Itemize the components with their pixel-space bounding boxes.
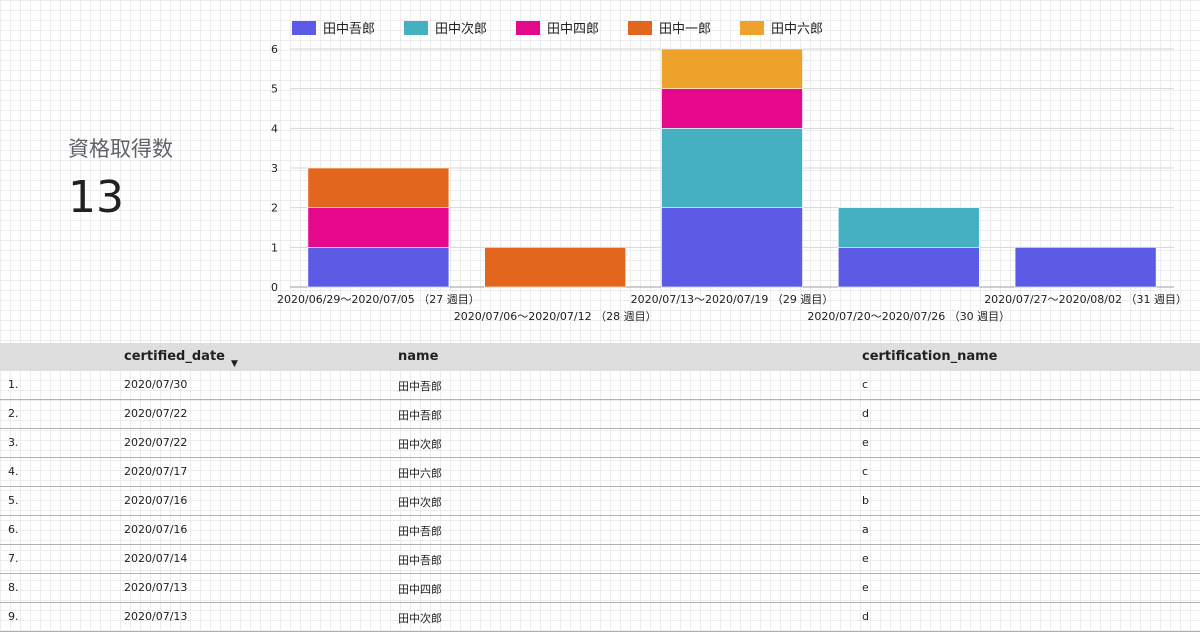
legend-label: 田中六郎: [771, 22, 823, 37]
y-tick-label: 4: [271, 122, 278, 135]
y-tick-label: 6: [271, 43, 278, 56]
sort-desc-icon[interactable]: ▼: [230, 359, 238, 369]
table-row[interactable]: 6. 2020/07/16 田中吾郎 a: [0, 516, 1200, 545]
stacked-bar-chart: 田中吾郎 田中次郎 田中四郎 田中一郎 田中六郎 0 1 2 3 4 5 6 2020/06/29〜…: [271, 21, 1187, 323]
cell-certified-date: 2020/07/13: [124, 581, 188, 594]
cell-certification-name: c: [862, 465, 869, 478]
cell-certified-date: 2020/07/17: [124, 465, 188, 478]
cell-certified-date: 2020/07/14: [124, 552, 188, 565]
legend-swatch: [628, 21, 652, 35]
y-tick-label: 0: [271, 281, 278, 294]
table-row[interactable]: 4. 2020/07/17 田中六郎 c: [0, 458, 1200, 487]
table-row[interactable]: 7. 2020/07/14 田中吾郎 e: [0, 545, 1200, 574]
x-tick-label: 2020/06/29〜2020/07/05 （27 週目）: [277, 293, 480, 306]
bar-segment[interactable]: [661, 207, 803, 288]
legend-label: 田中次郎: [435, 21, 487, 37]
bar-segment[interactable]: [661, 88, 803, 129]
cell-certified-date: 2020/07/16: [124, 523, 188, 536]
row-index: 2.: [8, 407, 19, 420]
legend-swatch: [740, 21, 764, 35]
y-tick-label: 2: [271, 202, 278, 215]
cell-name: 田中次郎: [398, 438, 442, 451]
bar-segment[interactable]: [307, 167, 450, 208]
scorecard-value: 13: [68, 172, 124, 223]
table-row[interactable]: 2. 2020/07/22 田中吾郎 d: [0, 400, 1200, 429]
table-row[interactable]: 3. 2020/07/22 田中次郎 e: [0, 429, 1200, 458]
column-header-name[interactable]: name: [398, 349, 439, 364]
bar-segment[interactable]: [661, 48, 803, 89]
y-tick-label: 1: [271, 241, 278, 254]
x-tick-label: 2020/07/13〜2020/07/19 （29 週目）: [631, 293, 834, 306]
legend-swatch: [516, 21, 540, 35]
x-tick-label: 2020/07/27〜2020/08/02 （31 週目）: [984, 293, 1187, 306]
bar-segment[interactable]: [307, 207, 450, 248]
y-tick-label: 3: [271, 162, 278, 175]
row-index: 3.: [8, 436, 19, 449]
cell-certified-date: 2020/07/13: [124, 610, 188, 623]
chart-y-axis: 0 1 2 3 4 5 6: [271, 43, 278, 294]
cell-name: 田中六郎: [398, 467, 442, 480]
bar-segment[interactable]: [661, 128, 803, 208]
table-header: certified_date ▼ name certification_name: [0, 343, 1200, 371]
cell-certified-date: 2020/07/22: [124, 407, 188, 420]
column-header-certification-name[interactable]: certification_name: [862, 349, 998, 364]
legend-swatch: [404, 21, 428, 35]
bar-segment[interactable]: [837, 207, 980, 248]
cell-name: 田中吾郎: [398, 554, 442, 567]
scorecard: 資格取得数 13: [68, 132, 268, 226]
legend-label: 田中一郎: [659, 22, 711, 37]
data-table: certified_date ▼ name certification_name …: [0, 343, 1200, 632]
legend-label: 田中吾郎: [323, 22, 375, 37]
cell-certification-name: e: [862, 581, 869, 594]
cell-name: 田中四郎: [398, 583, 442, 596]
cell-certification-name: e: [862, 552, 869, 565]
cell-certification-name: a: [862, 523, 869, 536]
cell-certified-date: 2020/07/30: [124, 378, 188, 391]
table-row[interactable]: 8. 2020/07/13 田中四郎 e: [0, 574, 1200, 603]
cell-name: 田中吾郎: [398, 525, 442, 538]
cell-name: 田中吾郎: [398, 380, 442, 393]
row-index: 6.: [8, 523, 19, 536]
cell-certified-date: 2020/07/16: [124, 494, 188, 507]
y-tick-label: 5: [271, 83, 278, 96]
row-index: 5.: [8, 494, 19, 507]
table-row[interactable]: 1. 2020/07/30 田中吾郎 c: [0, 371, 1200, 400]
table-row[interactable]: 9. 2020/07/13 田中次郎 d: [0, 603, 1200, 632]
cell-certification-name: c: [862, 378, 869, 391]
bar-segment[interactable]: [484, 247, 627, 288]
column-header-certified-date[interactable]: certified_date ▼: [124, 349, 238, 369]
column-header-label: certified_date: [124, 349, 225, 364]
x-tick-label: 2020/07/20〜2020/07/26 （30 週目）: [807, 310, 1010, 323]
cell-certification-name: d: [862, 407, 869, 420]
cell-name: 田中次郎: [398, 496, 442, 509]
cell-certified-date: 2020/07/22: [124, 436, 188, 449]
table-row[interactable]: 5. 2020/07/16 田中次郎 b: [0, 487, 1200, 516]
row-index: 8.: [8, 581, 19, 594]
cell-name: 田中吾郎: [398, 409, 442, 422]
cell-certification-name: d: [862, 610, 869, 623]
chart-x-axis: 2020/06/29〜2020/07/05 （27 週目） 2020/07/06〜…: [277, 293, 1187, 323]
legend-label: 田中四郎: [547, 22, 599, 37]
scorecard-label: 資格取得数: [68, 137, 173, 161]
bar-segment[interactable]: [837, 247, 980, 288]
bar-segment[interactable]: [1014, 247, 1157, 288]
table-body: 1. 2020/07/30 田中吾郎 c 2. 2020/07/22 田中吾郎 d 3. 2020…: [0, 371, 1200, 632]
bar-segment[interactable]: [307, 247, 450, 288]
row-index: 4.: [8, 465, 19, 478]
cell-name: 田中次郎: [398, 612, 442, 625]
cell-certification-name: b: [862, 494, 869, 507]
row-index: 7.: [8, 552, 19, 565]
chart-bars: [307, 48, 1157, 288]
legend-swatch: [292, 21, 316, 35]
chart-legend: 田中吾郎 田中次郎 田中四郎 田中一郎 田中六郎: [292, 21, 823, 37]
row-index: 9.: [8, 610, 19, 623]
x-tick-label: 2020/07/06〜2020/07/12 （28 週目）: [454, 310, 657, 323]
row-index: 1.: [8, 378, 19, 391]
cell-certification-name: e: [862, 436, 869, 449]
